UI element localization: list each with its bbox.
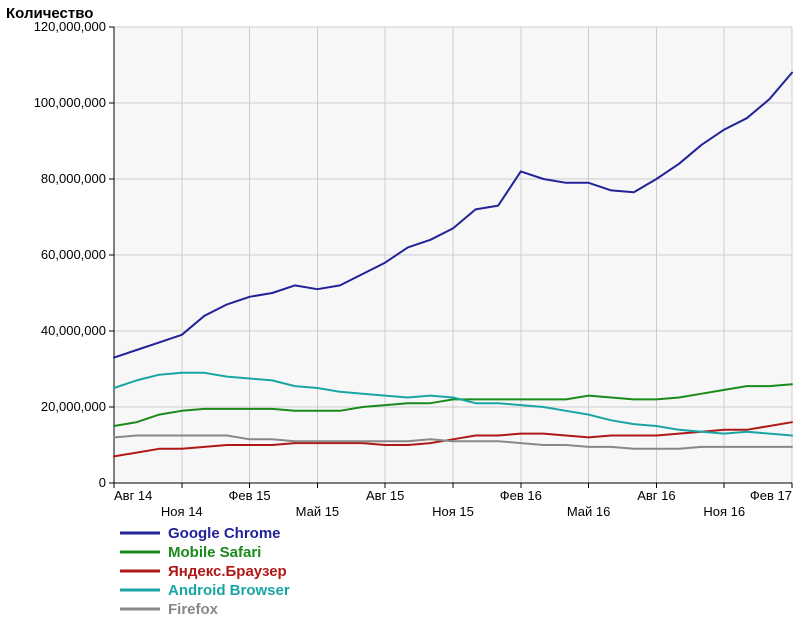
- legend-label: Google Chrome: [168, 525, 281, 542]
- x-tick-label: Ноя 14: [161, 504, 203, 519]
- legend-label: Android Browser: [168, 582, 290, 599]
- x-tick-label: Ноя 15: [432, 504, 474, 519]
- y-axis-title: Количество: [6, 5, 93, 22]
- x-tick-label: Ноя 16: [703, 504, 745, 519]
- legend-label: Firefox: [168, 601, 219, 618]
- line-chart: 0 20,000,000 40,000,000 60,000,000 80,000,00…: [0, 0, 807, 625]
- chart-svg: 0 20,000,000 40,000,000 60,000,000 80,000,00…: [0, 0, 807, 625]
- legend-label: Mobile Safari: [168, 544, 261, 561]
- x-tick-label: Май 15: [296, 504, 340, 519]
- x-tick-label: Фев 15: [229, 488, 271, 503]
- y-tick-label: 60,000,000: [41, 247, 106, 262]
- legend-label: Яндекс.Браузер: [168, 563, 287, 580]
- y-tick-label: 0: [99, 475, 106, 490]
- y-tick-label: 100,000,000: [34, 95, 106, 110]
- x-tick-label: Фев 16: [500, 488, 542, 503]
- x-tick-label: Авг 16: [637, 488, 675, 503]
- y-tick-label: 40,000,000: [41, 323, 106, 338]
- x-tick-label: Май 16: [567, 504, 611, 519]
- x-tick-label: Фев 17: [750, 488, 792, 503]
- x-tick-label: Авг 14: [114, 488, 152, 503]
- x-tick-label: Авг 15: [366, 488, 404, 503]
- y-tick-label: 20,000,000: [41, 399, 106, 414]
- y-tick-label: 80,000,000: [41, 171, 106, 186]
